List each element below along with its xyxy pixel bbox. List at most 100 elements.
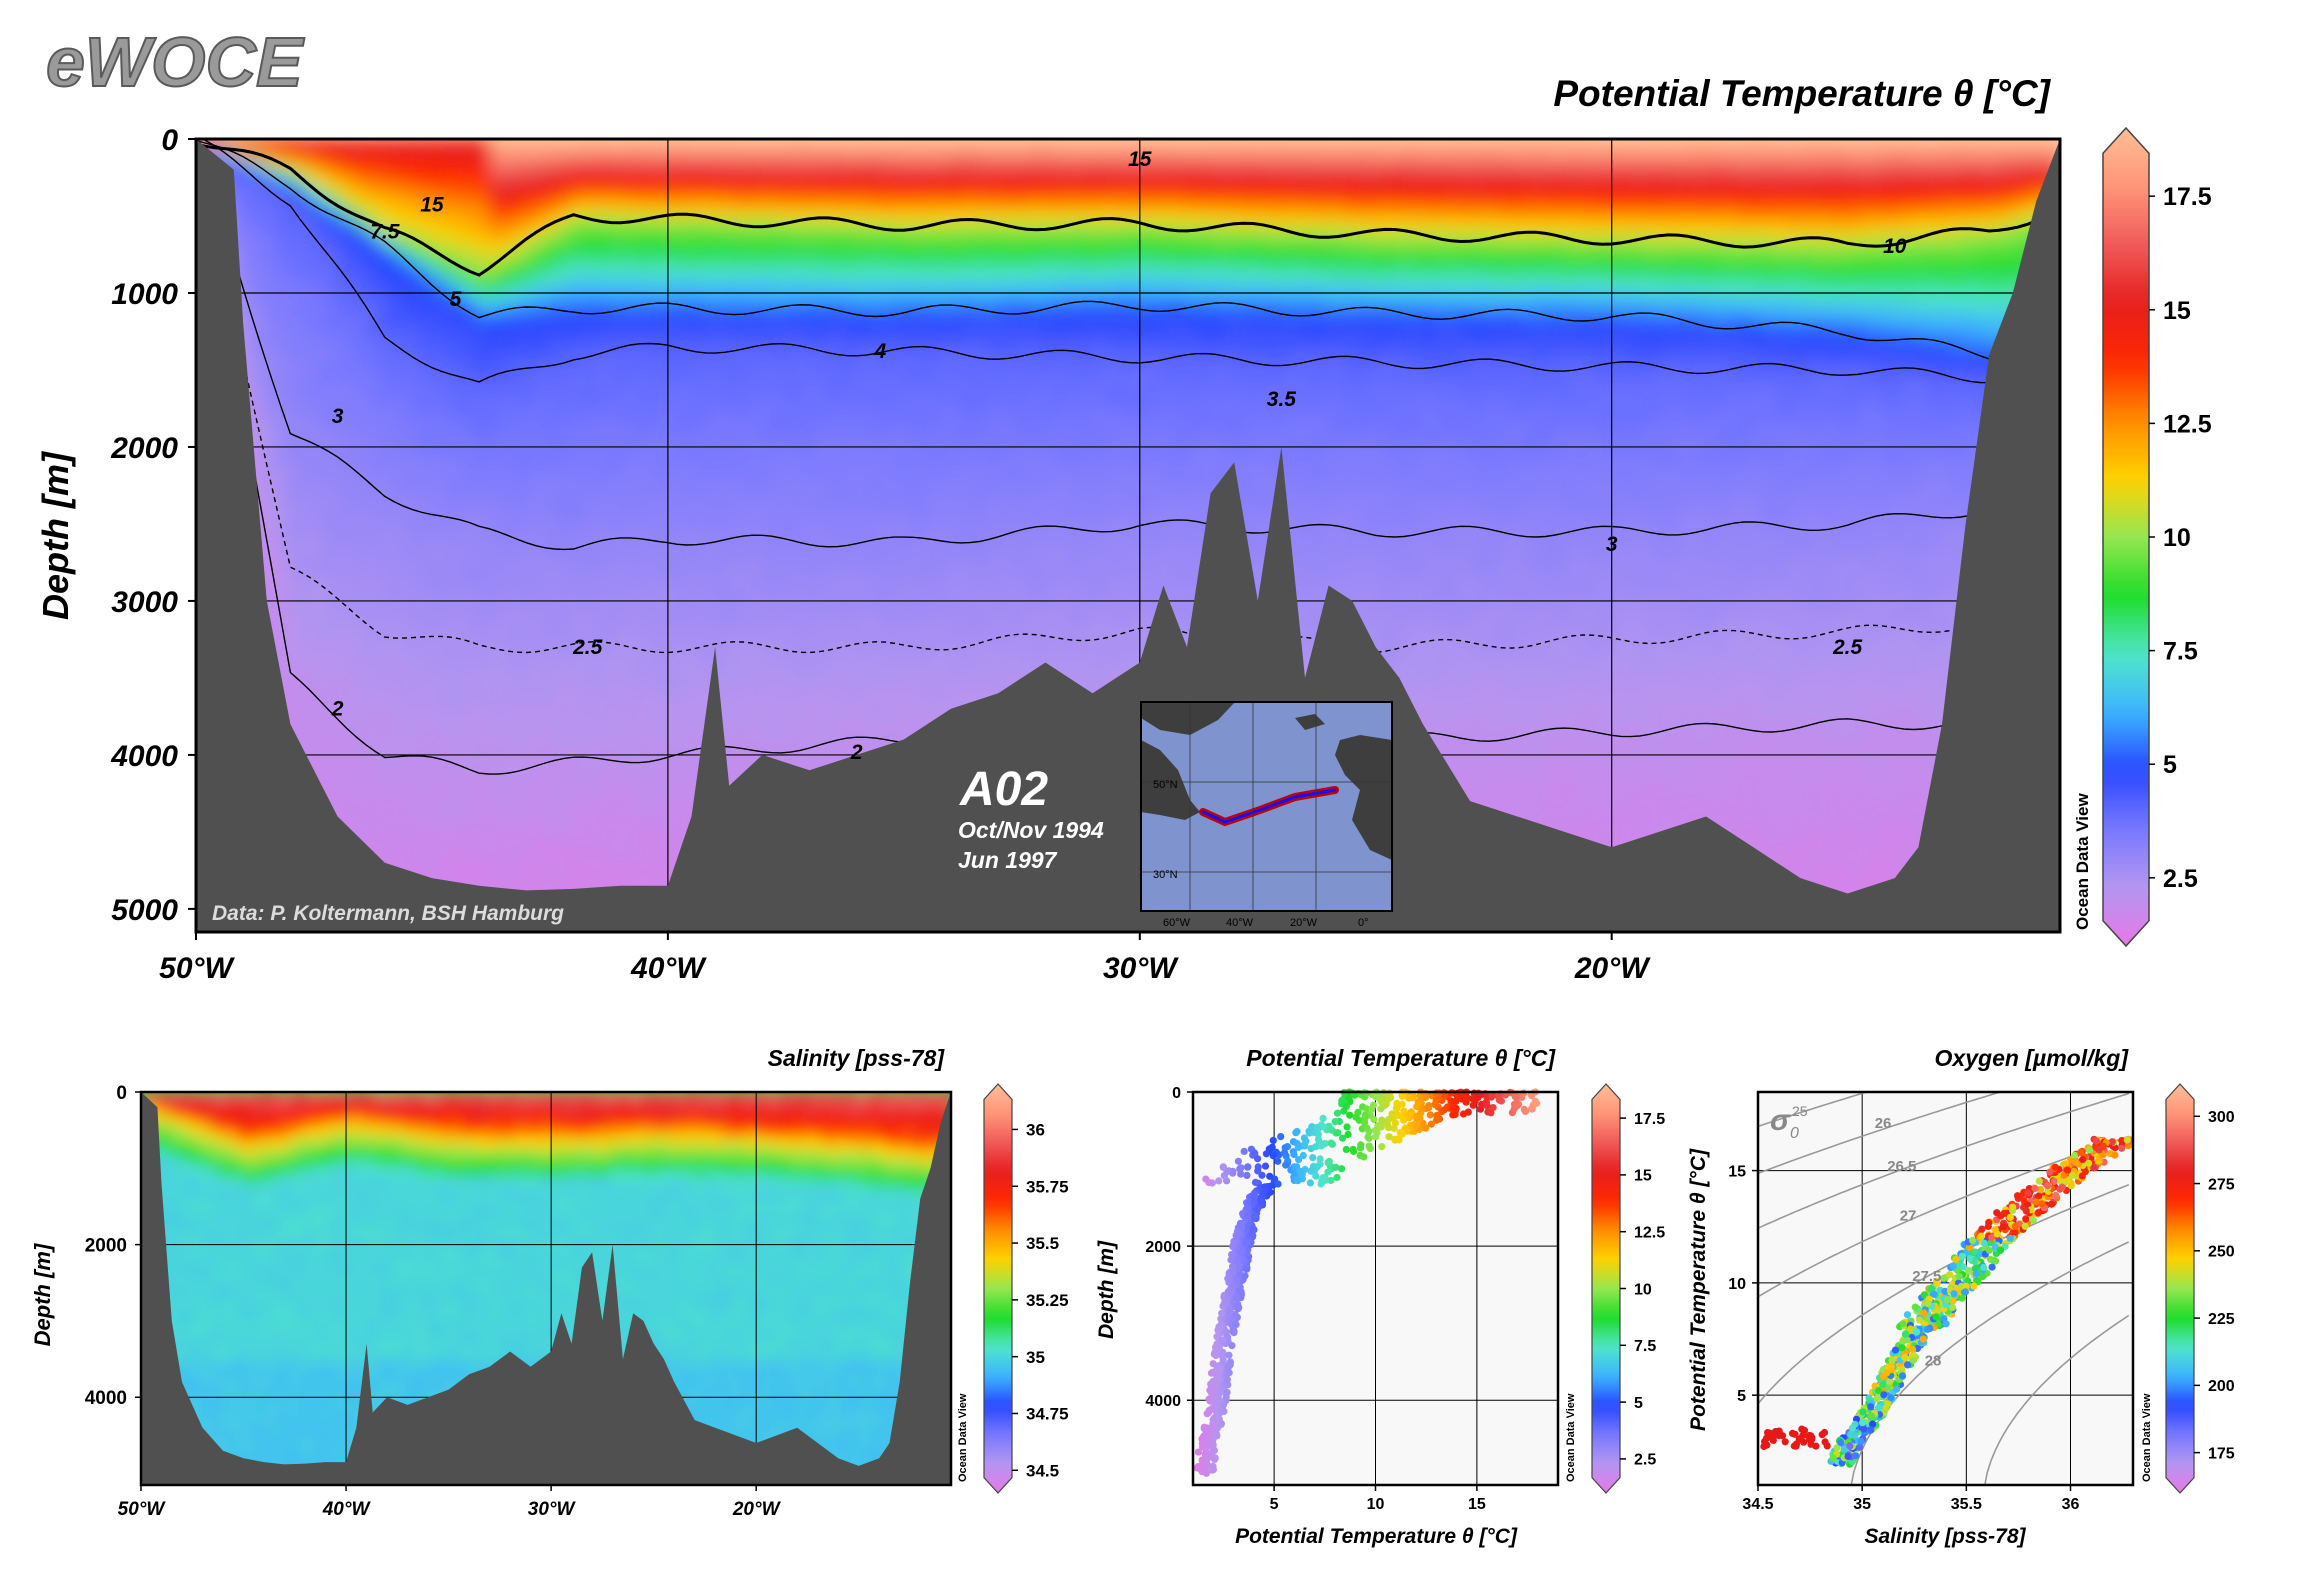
ts-data-point bbox=[2021, 1222, 2029, 1230]
main-x-tick-label: 50°W bbox=[159, 952, 235, 985]
profile-data-point bbox=[1209, 1377, 1217, 1385]
ts-y-tick-label: 15 bbox=[1728, 1164, 1746, 1181]
colorbar-tick-label: 34.75 bbox=[1026, 1405, 1069, 1424]
profile-data-point bbox=[1318, 1176, 1326, 1184]
ts-data-point bbox=[1884, 1400, 1892, 1408]
ts-data-point bbox=[1955, 1262, 1963, 1270]
ts-isopycnal-label: 26 bbox=[1875, 1115, 1892, 1132]
main-contour-label: 15 bbox=[1128, 148, 1152, 171]
profile-data-point bbox=[1405, 1094, 1413, 1102]
profile-x-axis-label: Potential Temperature θ [°C] bbox=[1235, 1525, 1518, 1548]
profile-data-point bbox=[1232, 1321, 1240, 1329]
ts-data-point bbox=[1763, 1434, 1771, 1442]
ts-data-point bbox=[2118, 1137, 2126, 1145]
profile-x-tick-label: 10 bbox=[1367, 1496, 1385, 1513]
profile-data-point bbox=[1338, 1096, 1346, 1105]
ts-data-point bbox=[1856, 1443, 1864, 1451]
main-y-tick-label: 1000 bbox=[111, 278, 178, 311]
profile-data-point bbox=[1363, 1105, 1371, 1113]
ts-data-point bbox=[1798, 1425, 1806, 1433]
profile-data-point bbox=[1416, 1114, 1424, 1122]
ts-data-point bbox=[2029, 1216, 2037, 1225]
cruise-date-2: Jun 1997 bbox=[958, 847, 1058, 873]
colorbar-tick-label: 35.25 bbox=[1026, 1291, 1069, 1310]
profile-x-tick-label: 15 bbox=[1468, 1496, 1486, 1513]
salinity-y-tick-label: 4000 bbox=[85, 1388, 127, 1409]
main-x-tick-label: 20°W bbox=[1574, 952, 1651, 985]
profile-x-axis: 5 10 15 bbox=[1270, 1485, 1486, 1513]
ts-data-point bbox=[1913, 1328, 1921, 1336]
profile-y-axis: 0 2000 4000 bbox=[1145, 1085, 1193, 1410]
ts-data-point bbox=[1808, 1435, 1816, 1443]
profile-data-point bbox=[1230, 1282, 1238, 1290]
ts-data-point bbox=[2062, 1160, 2070, 1168]
profile-data-point bbox=[1202, 1428, 1210, 1436]
ts-isopycnal-line bbox=[1758, 1092, 2003, 1175]
profile-x-tick-label: 5 bbox=[1270, 1496, 1279, 1513]
profile-data-point bbox=[1274, 1180, 1282, 1188]
ts-data-point bbox=[1949, 1262, 1957, 1270]
profile-data-point bbox=[1227, 1315, 1235, 1323]
profile-data-point bbox=[1249, 1226, 1257, 1234]
profile-data-point bbox=[1258, 1171, 1266, 1179]
ts-data-point bbox=[1846, 1442, 1854, 1450]
main-colorbar: 17.5 15 12.5 10 7.5 5 2.5 Ocean Data View bbox=[2073, 126, 2212, 948]
main-colorbar-bar bbox=[2102, 126, 2150, 948]
profile-data-point bbox=[1363, 1124, 1371, 1132]
ts-data-point bbox=[2009, 1203, 2017, 1211]
main-seafloor-topography bbox=[196, 139, 2060, 932]
ts-data-point bbox=[2006, 1213, 2014, 1221]
ts-data-point bbox=[1958, 1294, 1966, 1302]
salinity-y-axis: 0 2000 4000 bbox=[85, 1083, 141, 1409]
profile-data-point bbox=[1338, 1165, 1346, 1173]
ts-data-point bbox=[1948, 1304, 1957, 1312]
main-y-tick-label: 2000 bbox=[110, 432, 178, 465]
profile-data-point bbox=[1204, 1434, 1212, 1442]
profile-data-point bbox=[1342, 1145, 1350, 1154]
ts-colorbar: 300 275 250 225 200 175 Ocean Data View bbox=[2141, 1083, 2235, 1494]
inset-lon-label-40w: 40°W bbox=[1226, 917, 1254, 929]
ts-data-point bbox=[1781, 1438, 1789, 1446]
profile-data-point bbox=[1325, 1122, 1333, 1130]
profile-data-point bbox=[1377, 1105, 1385, 1113]
profile-data-point bbox=[1234, 1157, 1242, 1165]
salinity-seafloor-topography bbox=[141, 1092, 951, 1485]
profile-data-point bbox=[1513, 1102, 1521, 1110]
ts-isopycnal-label: 27 bbox=[1900, 1208, 1917, 1225]
profile-data-point bbox=[1207, 1453, 1215, 1461]
ts-data-point bbox=[1847, 1430, 1855, 1439]
profile-data-point bbox=[1213, 1364, 1221, 1372]
profile-data-point bbox=[1261, 1162, 1270, 1170]
salinity-x-axis: 50°W 40°W 30°W 20°W bbox=[118, 1485, 782, 1520]
profile-data-point bbox=[1198, 1439, 1206, 1447]
profile-data-point bbox=[1193, 1464, 1201, 1472]
salinity-colorbar-bar bbox=[983, 1083, 1013, 1494]
profile-data-point bbox=[1226, 1307, 1234, 1315]
profile-data-point bbox=[1217, 1420, 1225, 1428]
profile-data-point bbox=[1378, 1143, 1386, 1151]
profile-y-axis-label: Depth [m] bbox=[1095, 1240, 1118, 1339]
profile-data-point bbox=[1216, 1324, 1224, 1332]
profile-data-point bbox=[1251, 1189, 1259, 1197]
ts-data-point bbox=[1868, 1412, 1876, 1420]
ts-data-point bbox=[1788, 1429, 1797, 1437]
profile-data-point bbox=[1233, 1301, 1241, 1309]
ts-data-point bbox=[1904, 1361, 1912, 1369]
profile-data-point bbox=[1331, 1118, 1339, 1126]
profile-data-point bbox=[1203, 1410, 1211, 1418]
profile-data-points bbox=[1193, 1088, 1541, 1477]
isotherm-contour bbox=[196, 142, 2056, 277]
salinity-x-tick-label: 20°W bbox=[732, 1499, 782, 1520]
inset-map-iceland bbox=[1295, 714, 1325, 730]
ts-data-point bbox=[1966, 1254, 1974, 1263]
profile-data-point bbox=[1345, 1095, 1353, 1103]
ts-data-point bbox=[1961, 1288, 1969, 1296]
profile-data-point bbox=[1339, 1134, 1347, 1142]
ts-colorbar-bar bbox=[2165, 1083, 2195, 1494]
profile-data-point bbox=[1208, 1405, 1216, 1413]
profile-data-point bbox=[1324, 1168, 1332, 1176]
ts-data-point bbox=[1988, 1263, 1996, 1271]
ts-data-point bbox=[1869, 1420, 1877, 1428]
profile-data-point bbox=[1228, 1268, 1237, 1277]
ts-data-point bbox=[2111, 1144, 2119, 1152]
